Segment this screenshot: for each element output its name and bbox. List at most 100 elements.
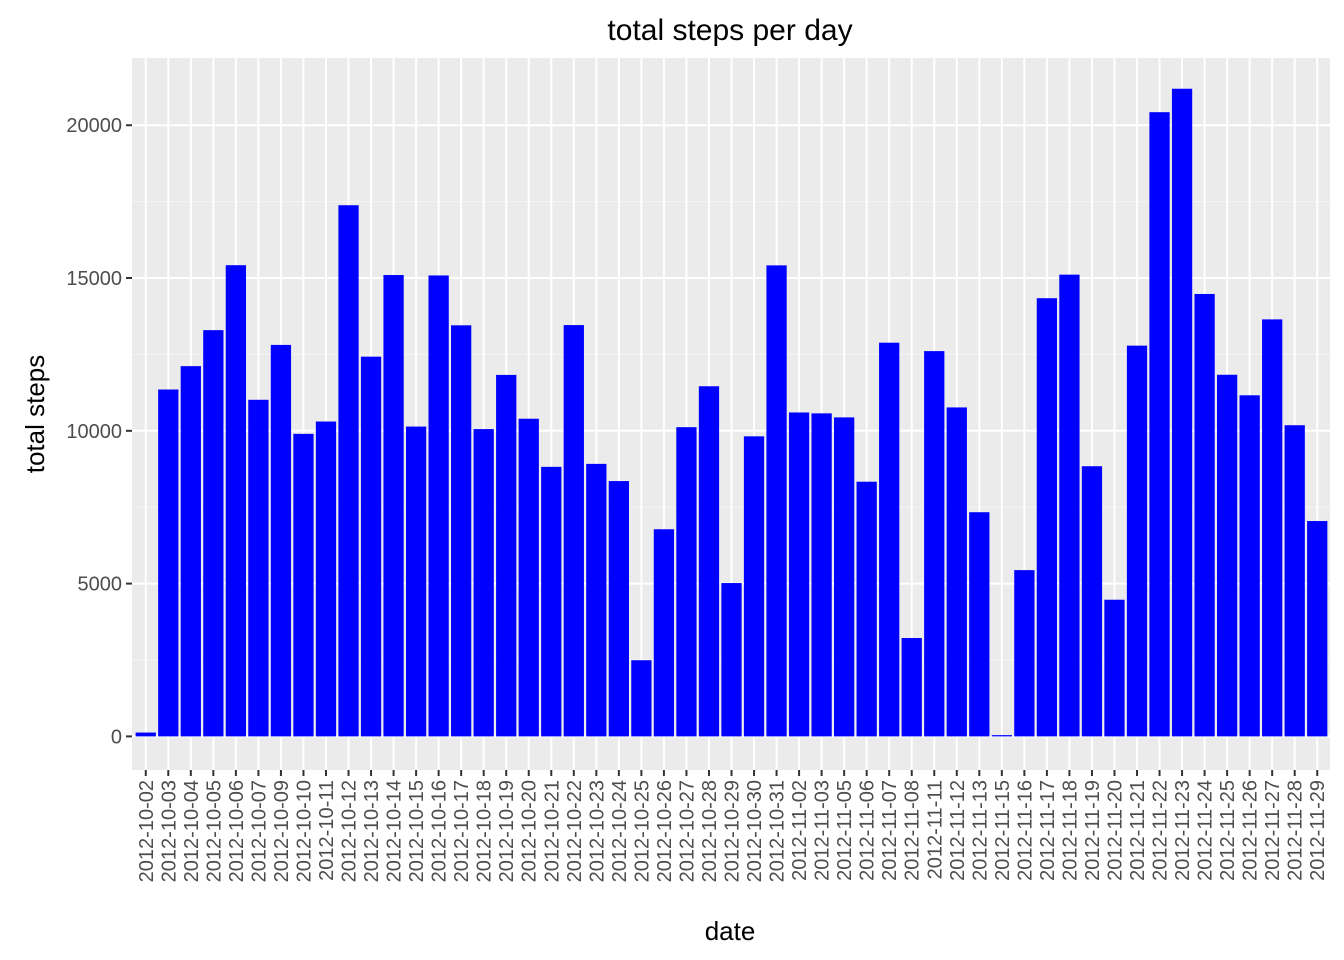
bar-2012-11-03 (811, 413, 832, 737)
bar-2012-10-18 (473, 429, 494, 737)
x-tick-label: 2012-11-03 (812, 780, 834, 881)
bar-2012-10-25 (631, 660, 652, 737)
x-tick-label: 2012-11-23 (1172, 780, 1194, 881)
x-tick-label: 2012-11-19 (1082, 780, 1104, 881)
x-tick-label: 2012-11-13 (969, 780, 991, 881)
y-tick-label: 0 (111, 726, 122, 748)
bar-2012-11-26 (1239, 395, 1260, 737)
x-tick-label: 2012-10-07 (248, 780, 270, 882)
bar-2012-11-06 (856, 481, 877, 737)
x-tick-label: 2012-10-10 (293, 780, 315, 882)
bar-2012-10-23 (586, 463, 607, 737)
x-tick-label: 2012-11-06 (857, 780, 879, 881)
x-tick-label: 2012-10-24 (609, 780, 631, 882)
bar-2012-10-30 (743, 436, 765, 737)
bar-2012-11-18 (1059, 274, 1080, 737)
x-tick-label: 2012-11-02 (789, 780, 811, 881)
x-tick-label: 2012-11-22 (1150, 780, 1172, 881)
x-axis-title: date (705, 916, 756, 946)
x-tick-label: 2012-10-14 (384, 780, 406, 882)
x-tick-label: 2012-11-27 (1262, 780, 1284, 881)
x-tick-label: 2012-11-17 (1037, 780, 1059, 881)
x-tick-label: 2012-10-31 (767, 780, 789, 882)
bar-2012-10-05 (203, 330, 224, 737)
bar-2012-11-13 (969, 512, 990, 737)
bar-2012-10-10 (293, 433, 314, 737)
bar-2012-10-12 (338, 205, 359, 737)
bar-2012-10-22 (563, 325, 584, 737)
bar-2012-11-07 (879, 342, 900, 737)
bar-2012-10-03 (158, 389, 179, 737)
bar-2012-11-24 (1194, 293, 1215, 737)
x-tick-label: 2012-11-16 (1014, 780, 1036, 881)
bar-2012-10-02 (135, 732, 156, 737)
x-tick-label: 2012-10-17 (451, 780, 473, 882)
bar-2012-10-04 (180, 366, 201, 737)
x-tick-label: 2012-10-27 (676, 780, 698, 882)
bar-2012-10-14 (383, 275, 404, 737)
x-axis: 2012-10-02 2012-10-03 2012-10-04 2012-10-05… (136, 770, 1329, 882)
x-tick-label: 2012-11-15 (992, 780, 1014, 881)
bar-2012-11-12 (946, 407, 967, 737)
x-tick-label: 2012-10-16 (429, 780, 451, 882)
bar-2012-11-02 (788, 412, 810, 737)
bar-2012-11-21 (1126, 345, 1148, 737)
x-tick-label: 2012-11-20 (1104, 780, 1126, 881)
x-tick-label: 2012-11-29 (1307, 780, 1329, 881)
x-tick-label: 2012-10-29 (722, 780, 744, 882)
y-axis-title: total steps (20, 355, 50, 474)
bar-2012-10-28 (698, 386, 720, 737)
bar-2012-11-23 (1171, 88, 1193, 737)
bar-2012-10-24 (608, 481, 629, 737)
bar-2012-10-07 (248, 399, 269, 737)
bar-2012-10-06 (225, 265, 247, 737)
x-tick-label: 2012-10-30 (744, 780, 766, 882)
x-tick-label: 2012-11-18 (1059, 780, 1081, 881)
x-tick-label: 2012-10-19 (496, 780, 518, 882)
x-tick-label: 2012-10-06 (226, 780, 248, 882)
x-tick-label: 2012-10-13 (361, 780, 383, 882)
x-tick-label: 2012-10-11 (316, 780, 338, 881)
y-tick-label: 15000 (66, 268, 122, 290)
x-tick-label: 2012-11-25 (1217, 780, 1239, 881)
bar-2012-10-26 (653, 529, 675, 737)
bar-2012-11-20 (1104, 599, 1125, 737)
bar-2012-11-15 (991, 735, 1012, 737)
y-tick-label: 10000 (66, 421, 122, 443)
bar-2012-11-17 (1036, 298, 1058, 737)
bar-2012-10-31 (766, 265, 787, 737)
x-tick-label: 2012-10-02 (136, 780, 158, 882)
bar-2012-11-28 (1284, 425, 1305, 737)
bar-2012-10-20 (518, 418, 539, 737)
bar-2012-11-27 (1262, 319, 1283, 737)
bar-2012-10-13 (360, 356, 382, 737)
bar-2012-10-21 (541, 466, 562, 737)
bar-2012-11-25 (1216, 374, 1238, 737)
x-tick-label: 2012-10-04 (181, 780, 203, 882)
x-tick-label: 2012-11-08 (902, 780, 924, 881)
x-tick-label: 2012-10-22 (564, 780, 586, 882)
x-tick-label: 2012-11-05 (834, 780, 856, 881)
bar-2012-11-22 (1149, 112, 1170, 737)
x-tick-label: 2012-10-15 (406, 780, 428, 882)
x-tick-label: 2012-10-12 (339, 780, 361, 882)
x-tick-label: 2012-11-21 (1127, 780, 1149, 881)
y-axis: 0 5000 10000 15000 20000 (66, 115, 132, 748)
bars (135, 88, 1328, 737)
x-tick-label: 2012-11-11 (924, 780, 946, 879)
x-tick-label: 2012-11-24 (1195, 780, 1217, 881)
x-tick-label: 2012-11-26 (1240, 780, 1262, 881)
bar-2012-10-11 (315, 421, 337, 737)
bar-2012-11-05 (834, 417, 855, 737)
x-tick-label: 2012-10-26 (654, 780, 676, 882)
bar-2012-11-16 (1014, 570, 1035, 737)
bar-2012-11-19 (1081, 466, 1103, 737)
x-tick-label: 2012-10-25 (631, 780, 653, 882)
x-tick-label: 2012-10-21 (541, 780, 563, 882)
x-tick-label: 2012-11-12 (947, 780, 969, 881)
bar-2012-11-11 (924, 351, 945, 737)
x-tick-label: 2012-10-05 (203, 780, 225, 882)
x-tick-label: 2012-11-07 (879, 780, 901, 881)
x-tick-label: 2012-10-03 (158, 780, 180, 882)
